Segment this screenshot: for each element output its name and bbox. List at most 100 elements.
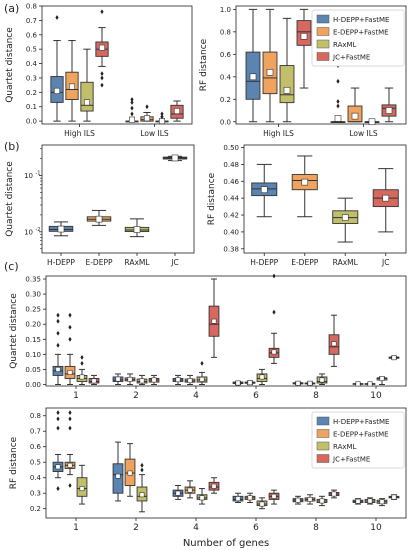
x-tick-label: H-DEPP [47,258,75,267]
y-tick-label: 0.48 [223,161,239,169]
box-1 [291,155,318,218]
outlier-point [68,410,72,416]
x-tick-label: 6 [253,391,259,401]
chart-4: 0.38 0.40 0.42 0.44 0.46 0.48 0.50 RF distance H… [207,144,407,267]
outlier-point [336,103,340,109]
y-tick-label: 0.35 [25,276,41,284]
mean-marker [341,214,349,221]
y-tick-label: 0.8 [30,412,41,420]
axes-frame [45,407,407,519]
x-tick-label: 10 [370,523,382,533]
box-0 [48,221,74,237]
box-3-1 [148,374,160,385]
outlier-point [68,416,72,422]
mean-marker [300,33,308,40]
outlier-point [200,360,204,366]
mean-marker [295,380,301,386]
mean-marker [331,491,337,497]
mean-marker [67,462,73,468]
mean-marker [259,374,265,380]
mean-marker [211,483,217,489]
y-tick-label: 0.42 [223,212,239,220]
box-1-0 [64,312,76,385]
axes-frame [41,5,193,125]
mean-marker [151,377,157,383]
box-0-0 [245,8,261,123]
legend-label: RAxML [333,41,357,49]
mean-marker [127,470,133,476]
y-axis-label: RF distance [199,38,209,91]
y-tick-label: 0.50 [223,144,239,152]
mean-marker [382,194,390,202]
outlier-point [130,111,134,117]
legend-label: E-DEPP+FastME [333,29,389,37]
axes-frame [243,144,407,254]
y-tick-label: 0.1 [26,103,37,111]
chart-6: 0.2 0.3 0.4 0.5 0.6 0.7 0.8 RF distance 1 2 4 6 8 10 N… [9,407,407,549]
x-tick-label: 2 [133,523,139,533]
box-3-4 [328,314,340,367]
mean-marker [379,499,385,505]
box-0-4 [292,380,304,386]
y-tick-label: 10 [24,172,33,180]
mean-marker [91,378,97,384]
outlier-point [56,330,60,336]
legend-swatch [316,14,330,24]
x-tick-label: 6 [253,523,259,533]
mean-marker [301,178,309,186]
y-tick-label: 1.0 [220,6,231,14]
mean-marker [158,118,166,125]
mean-marker [247,380,253,386]
y-tick-label: 0.40 [223,228,239,236]
y-tick-label: 0.38 [223,245,239,253]
box-0-1 [112,373,124,385]
box-2-1 [364,118,380,126]
box-2-2 [196,488,208,505]
mean-marker [367,381,373,387]
mean-marker [295,497,301,503]
legend-top: H-DEPP+FastME E-DEPP+FastME RAxML JC+FastME [311,9,405,67]
mean-marker [260,186,268,194]
box-2-2 [196,360,208,385]
box-3 [162,154,188,162]
mean-marker [235,496,241,502]
y-tick-label: 0.6 [30,443,42,451]
mean-marker [307,496,313,502]
y-tick-label: 0.25 [25,306,41,314]
y-tick-label-exponent: -1 [36,171,41,177]
box-3-4 [328,489,340,499]
chart-1: 0.0 0.1 0.2 0.3 0.4 0.5 0.6 0.7 0.8 Quartet dista… [5,3,193,138]
outlier-point [145,104,149,110]
y-tick-label: 0.15 [25,336,41,344]
outlier-point [160,111,164,117]
mean-marker [271,349,277,355]
outlier-point [68,425,72,431]
x-tick-label: 1 [73,523,79,533]
y-tick-label: 0.3 [30,490,41,498]
outlier-point [336,78,340,84]
x-tick-label: High ILS [263,129,294,138]
mean-marker [53,87,61,94]
box-2-4 [316,373,328,385]
y-tick-label: 0.05 [25,366,41,374]
y-tick-label: 0.10 [25,351,41,359]
legend-frame [311,411,405,469]
panel-label-c: (c) [4,260,19,273]
box-3-3 [268,489,280,505]
box-2-0 [76,464,88,505]
outlier-point [272,273,276,279]
box-1-3 [244,492,256,504]
x-tick-label: 8 [313,523,319,533]
box-3-2 [208,278,220,358]
mean-marker [187,487,193,493]
x-tick-label: H-DEPP [250,258,278,267]
mean-marker [55,464,61,470]
box-2-1 [136,462,148,513]
mean-marker [115,376,121,382]
y-tick-label: 0.5 [30,459,41,467]
legend-swatch [316,454,330,463]
y-tick-label: 0.44 [223,195,239,203]
x-tick-label: Low ILS [140,129,169,138]
mean-marker [133,226,141,233]
